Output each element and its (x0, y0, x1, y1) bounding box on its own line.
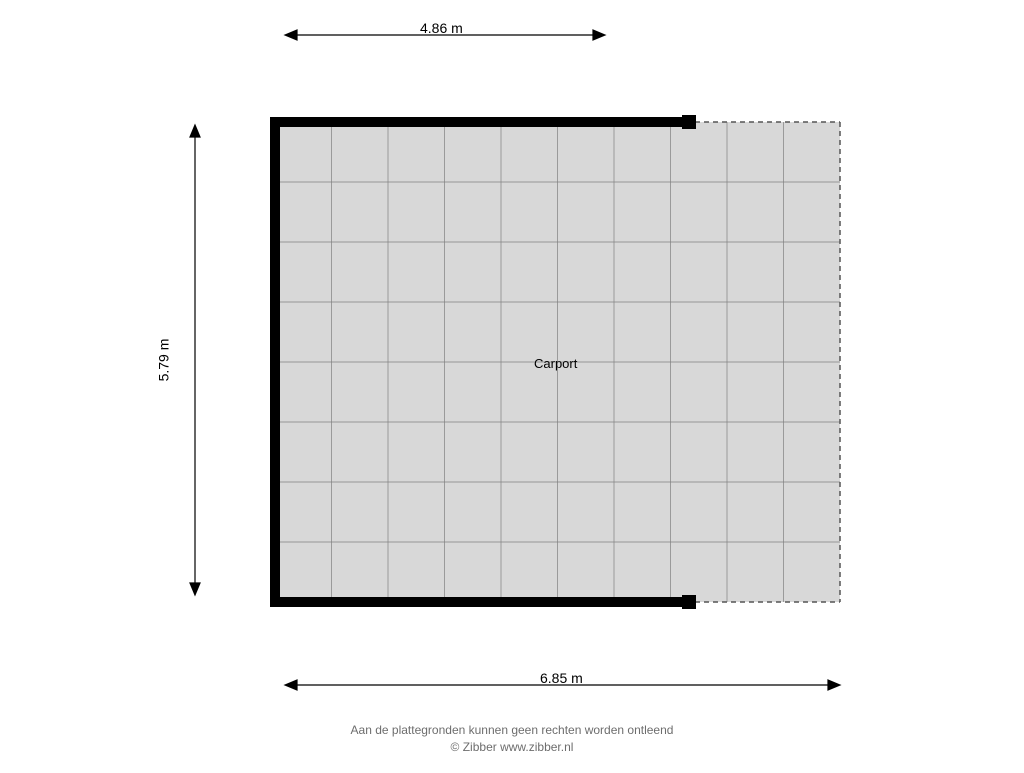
room-label: Carport (534, 356, 577, 371)
floorplan-canvas: 4.86 m 5.79 m 6.85 m Carport Aan de plat… (0, 0, 1024, 768)
footer-line2: © Zibber www.zibber.nl (0, 739, 1024, 756)
dimension-top-label: 4.86 m (420, 20, 463, 36)
floorplan-svg (0, 0, 1024, 768)
footer-line1: Aan de plattegronden kunnen geen rechten… (0, 722, 1024, 739)
footer: Aan de plattegronden kunnen geen rechten… (0, 722, 1024, 756)
dimension-left-label: 5.79 m (155, 339, 171, 382)
dimension-left (190, 125, 200, 595)
dimension-bottom-label: 6.85 m (540, 670, 583, 686)
